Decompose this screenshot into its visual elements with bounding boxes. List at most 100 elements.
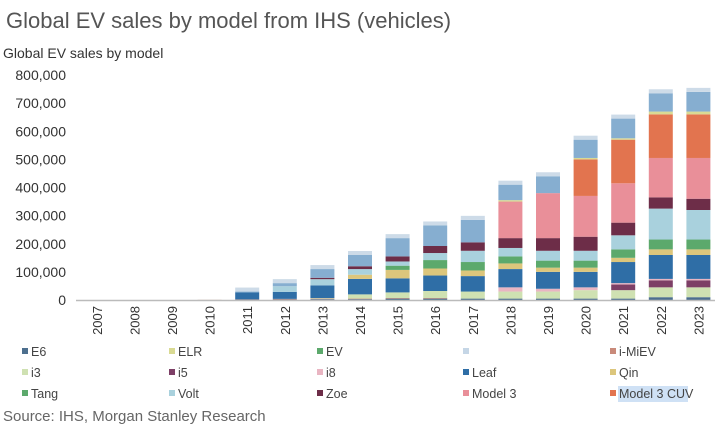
legend-item: Leaf (463, 366, 497, 380)
bar-segment-volt-2018 (498, 247, 523, 257)
legend-item: E6 (22, 345, 46, 359)
bar-cap (385, 234, 410, 239)
x-tick-label: 2007 (90, 306, 105, 335)
legend-label: i5 (178, 366, 188, 380)
bars (197, 87, 711, 301)
bar-segment-tang-2019 (536, 260, 560, 268)
legend-label: Qin (619, 366, 639, 380)
bar-segment-i3-2018 (498, 291, 523, 299)
bar-segment-elr-2023 (686, 111, 711, 115)
bar-segment-model-3-2018 (498, 201, 523, 239)
bar-segment-i-miev-2016 (423, 298, 448, 299)
legend: E6 ELR EV i-MiEV i3 i5 i8 Leaf Qin Tang Volt Zoe Mod… (22, 345, 694, 402)
legend-label: EV (326, 345, 343, 359)
bar-segment-volt-2021 (611, 235, 636, 250)
y-tick-label: 400,000 (15, 180, 66, 196)
bar-stack-2013 (310, 265, 335, 300)
bar-segment-i3-2022 (648, 287, 673, 298)
bar-segment-volt-2023 (686, 210, 711, 240)
bar-segment-elr-2021 (611, 138, 636, 140)
legend-item: i3 (22, 366, 41, 380)
legend-label: Tang (31, 387, 58, 401)
legend-item: Model 3 CUV (610, 386, 694, 402)
bar-segment-volt-2014 (348, 269, 372, 275)
bar-segment-i8-2019 (536, 288, 560, 292)
legend-item: i5 (169, 366, 188, 380)
bar-segment-qin-2021 (611, 257, 636, 263)
bar-segment-model-3-cuv-2020 (573, 159, 598, 196)
legend-swatch (169, 348, 175, 354)
bar-segment-e6-2015 (385, 298, 410, 300)
bar-cap (498, 180, 523, 185)
bar-segment-e6-2016 (423, 298, 448, 300)
bar-segment-leaf-2014 (348, 278, 372, 295)
x-tick-label: 2018 (503, 306, 518, 335)
bar-segment-i8-2021 (611, 283, 636, 285)
x-tick-label: 2013 (315, 306, 330, 335)
bar-segment-unlabeled-2018 (498, 184, 523, 201)
legend-item: Tang (22, 387, 58, 401)
bar-segment-model-3-2021 (611, 183, 636, 223)
bar-segment-qin-2015 (385, 269, 410, 279)
bar-segment-leaf-2012 (272, 291, 297, 299)
bar-segment-tang-2020 (573, 260, 598, 268)
bar-segment-tang-2022 (648, 239, 673, 250)
bar-cap (272, 279, 297, 284)
bar-segment-leaf-2020 (573, 271, 598, 288)
chart-subtitle: Global EV sales by model (3, 45, 163, 61)
bar-segment-qin-2019 (536, 267, 560, 272)
legend-label: Leaf (472, 366, 497, 380)
x-tick-label: 2022 (654, 306, 669, 335)
legend-item: i-MiEV (610, 345, 656, 359)
bar-segment-i5-2021 (611, 284, 636, 291)
x-axis: 2007 2008 2009 2010 2011 2012 2013 2014 2015 2016… (90, 306, 707, 335)
bar-segment-unlabeled-2022 (648, 93, 673, 112)
bar-segment-volt-2020 (573, 250, 598, 261)
legend-item: Zoe (317, 387, 348, 401)
x-tick-label: 2015 (391, 306, 406, 335)
legend-item: Qin (610, 366, 639, 380)
legend-swatch (169, 369, 175, 375)
bar-segment-qin-2014 (348, 274, 372, 279)
x-tick-label: 2020 (579, 306, 594, 335)
x-tick-label: 2010 (203, 306, 218, 335)
bar-segment-zoe-2017 (460, 242, 485, 251)
legend-label: ELR (178, 345, 202, 359)
legend-label: E6 (31, 345, 46, 359)
x-tick-label: 2011 (240, 306, 255, 334)
bar-stack-2021 (611, 114, 636, 300)
bar-segment-zoe-2022 (648, 197, 673, 209)
bar-stack-2022 (648, 89, 673, 300)
bar-segment-model-3-2019 (536, 193, 560, 239)
bar-segment-unlabeled-2013 (310, 269, 335, 278)
bar-segment-volt-2017 (460, 250, 485, 263)
bar-stack-2011 (235, 287, 260, 300)
bar-segment-i3-2021 (611, 290, 636, 299)
source-note: Source: IHS, Morgan Stanley Research (3, 408, 266, 425)
bar-segment-leaf-2017 (460, 276, 485, 292)
legend-swatch (610, 390, 616, 396)
legend-swatch (463, 348, 469, 354)
bar-segment-unlabeled-2023 (686, 91, 711, 112)
bar-segment-leaf-2022 (648, 255, 673, 279)
bar-cap (573, 135, 598, 140)
bar-segment-unlabeled-2014 (348, 255, 372, 267)
bar-segment-i-miev-2014 (348, 298, 372, 300)
bar-segment-i-miev-2013 (310, 298, 335, 300)
bar-stack-2015 (385, 234, 410, 300)
bar-segment-model-3-cuv-2022 (648, 114, 673, 158)
bar-segment-qin-2020 (573, 267, 598, 272)
y-tick-label: 200,000 (15, 236, 66, 252)
y-axis: 0 100,000 200,000 300,000 400,000 500,000 600,… (15, 67, 66, 308)
bar-segment-unlabeled-2015 (385, 238, 410, 257)
legend-swatch (463, 390, 469, 396)
bar-segment-e6-2020 (573, 298, 598, 300)
bar-segment-e6-2021 (611, 298, 636, 300)
y-tick-label: 700,000 (15, 95, 66, 111)
legend-swatch (463, 369, 469, 375)
legend-item: i8 (317, 366, 336, 380)
bar-segment-zoe-2021 (611, 222, 636, 236)
bar-segment-i8-2023 (686, 278, 711, 281)
x-tick-label: 2016 (428, 306, 443, 335)
